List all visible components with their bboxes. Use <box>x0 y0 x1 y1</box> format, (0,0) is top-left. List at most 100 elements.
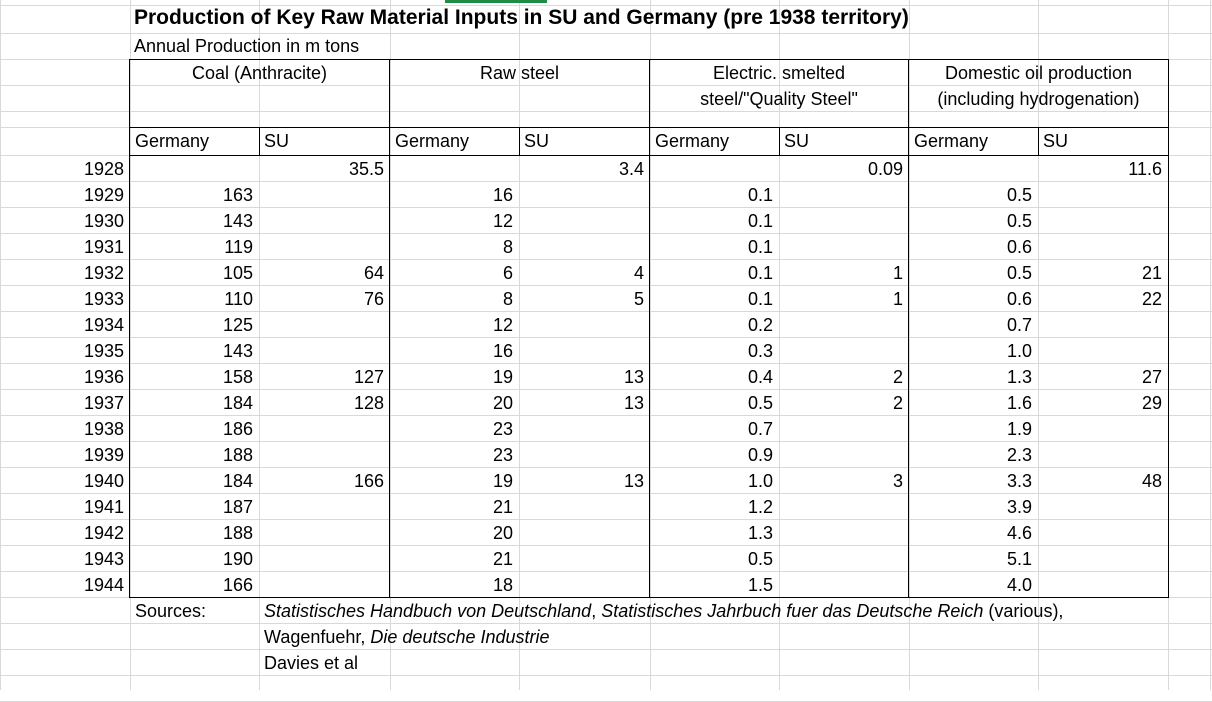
table-cell[interactable] <box>259 546 390 572</box>
table-cell[interactable]: 12 <box>492 211 513 231</box>
table-cell[interactable] <box>259 442 390 468</box>
table-cell[interactable] <box>519 234 650 260</box>
table-cell[interactable]: 23 <box>492 445 513 465</box>
table-cell[interactable] <box>259 494 390 520</box>
table-cell[interactable]: 64 <box>363 263 384 283</box>
group-header-oil[interactable]: Domestic oil production (including hydro… <box>909 60 1168 112</box>
subheader-electric-su[interactable]: SU <box>784 131 810 151</box>
table-cell[interactable]: 3 <box>892 471 903 491</box>
table-cell[interactable]: 22 <box>1141 289 1162 309</box>
table-title[interactable]: Production of Key Raw Material Inputs in… <box>134 6 909 29</box>
table-cell[interactable] <box>779 572 909 598</box>
table-cell[interactable]: 127 <box>353 367 384 387</box>
table-cell[interactable] <box>259 234 390 260</box>
table-cell[interactable]: 35.5 <box>348 159 384 179</box>
table-cell[interactable]: 1.0 <box>1006 341 1032 361</box>
row-year[interactable]: 1939 <box>83 445 124 465</box>
row-year[interactable]: 1930 <box>83 211 124 231</box>
table-cell[interactable] <box>779 234 909 260</box>
table-cell[interactable] <box>779 312 909 338</box>
table-cell[interactable]: 0.7 <box>1006 315 1032 335</box>
row-year[interactable]: 1940 <box>83 471 124 491</box>
table-cell[interactable]: 19 <box>492 367 513 387</box>
table-cell[interactable]: 8 <box>502 289 513 309</box>
sources-line-3[interactable]: Davies et al <box>264 653 359 673</box>
table-cell[interactable]: 187 <box>222 497 253 517</box>
table-cell[interactable]: 158 <box>222 367 253 387</box>
row-year[interactable]: 1935 <box>83 341 124 361</box>
row-year[interactable]: 1931 <box>83 237 124 257</box>
table-cell[interactable]: 16 <box>492 341 513 361</box>
table-subtitle[interactable]: Annual Production in m tons <box>134 36 360 56</box>
row-year[interactable]: 1932 <box>83 263 124 283</box>
table-cell[interactable]: 76 <box>363 289 384 309</box>
row-year[interactable]: 1929 <box>83 185 124 205</box>
table-cell[interactable]: 0.3 <box>747 341 773 361</box>
table-cell[interactable] <box>1038 494 1168 520</box>
table-cell[interactable]: 1.6 <box>1006 393 1032 413</box>
table-cell[interactable] <box>779 442 909 468</box>
row-year[interactable]: 1928 <box>83 159 124 179</box>
table-cell[interactable]: 0.4 <box>747 367 773 387</box>
table-cell[interactable]: 13 <box>623 393 644 413</box>
subheader-oil-germany[interactable]: Germany <box>914 131 989 151</box>
table-cell[interactable] <box>519 416 650 442</box>
table-cell[interactable] <box>259 520 390 546</box>
table-cell[interactable]: 0.6 <box>1006 289 1032 309</box>
group-header-electric-steel[interactable]: Electric. smelted steel/"Quality Steel" <box>650 60 908 112</box>
table-cell[interactable]: 128 <box>353 393 384 413</box>
table-cell[interactable] <box>1038 338 1168 364</box>
table-cell[interactable]: 21 <box>492 549 513 569</box>
table-cell[interactable]: 19 <box>492 471 513 491</box>
table-cell[interactable]: 3.9 <box>1006 497 1032 517</box>
table-cell[interactable] <box>259 572 390 598</box>
table-cell[interactable]: 29 <box>1141 393 1162 413</box>
subheader-steel-su[interactable]: SU <box>524 131 550 151</box>
table-cell[interactable]: 3.3 <box>1006 471 1032 491</box>
table-cell[interactable] <box>1038 416 1168 442</box>
table-cell[interactable]: 18 <box>492 575 513 595</box>
table-cell[interactable] <box>259 338 390 364</box>
table-cell[interactable]: 186 <box>222 419 253 439</box>
table-cell[interactable]: 2 <box>892 393 903 413</box>
sources-line-2[interactable]: Wagenfuehr, Die deutsche Industrie <box>264 624 550 650</box>
table-cell[interactable]: 0.9 <box>747 445 773 465</box>
row-year[interactable]: 1942 <box>83 523 124 543</box>
table-cell[interactable]: 2.3 <box>1006 445 1032 465</box>
table-cell[interactable] <box>1038 182 1168 208</box>
table-cell[interactable] <box>650 156 779 182</box>
table-cell[interactable] <box>259 312 390 338</box>
table-cell[interactable]: 4.0 <box>1006 575 1032 595</box>
table-cell[interactable]: 0.1 <box>747 237 773 257</box>
table-cell[interactable]: 20 <box>492 523 513 543</box>
sources-label[interactable]: Sources: <box>135 601 207 621</box>
table-cell[interactable] <box>1038 442 1168 468</box>
row-year[interactable]: 1943 <box>83 549 124 569</box>
subheader-steel-germany[interactable]: Germany <box>395 131 470 151</box>
table-cell[interactable]: 0.2 <box>747 315 773 335</box>
subheader-coal-su[interactable]: SU <box>264 131 290 151</box>
subheader-coal-germany[interactable]: Germany <box>135 131 210 151</box>
table-cell[interactable] <box>519 546 650 572</box>
table-cell[interactable]: 21 <box>492 497 513 517</box>
table-cell[interactable]: 188 <box>222 445 253 465</box>
table-cell[interactable]: 110 <box>224 289 253 309</box>
table-cell[interactable] <box>259 208 390 234</box>
table-cell[interactable]: 5.1 <box>1006 549 1032 569</box>
table-cell[interactable] <box>779 520 909 546</box>
table-cell[interactable]: 6 <box>502 263 513 283</box>
group-header-coal[interactable]: Coal (Anthracite) <box>130 60 389 86</box>
table-cell[interactable]: 5 <box>633 289 644 309</box>
table-cell[interactable]: 23 <box>492 419 513 439</box>
table-cell[interactable]: 16 <box>492 185 513 205</box>
table-cell[interactable] <box>1038 546 1168 572</box>
table-cell[interactable]: 143 <box>222 341 253 361</box>
table-cell[interactable] <box>519 572 650 598</box>
table-cell[interactable] <box>259 416 390 442</box>
table-cell[interactable]: 1.5 <box>747 575 773 595</box>
table-cell[interactable] <box>1038 572 1168 598</box>
table-cell[interactable]: 12 <box>492 315 513 335</box>
table-cell[interactable]: 1.3 <box>1006 367 1032 387</box>
table-cell[interactable]: 0.5 <box>1006 185 1032 205</box>
table-cell[interactable]: 1 <box>892 263 903 283</box>
